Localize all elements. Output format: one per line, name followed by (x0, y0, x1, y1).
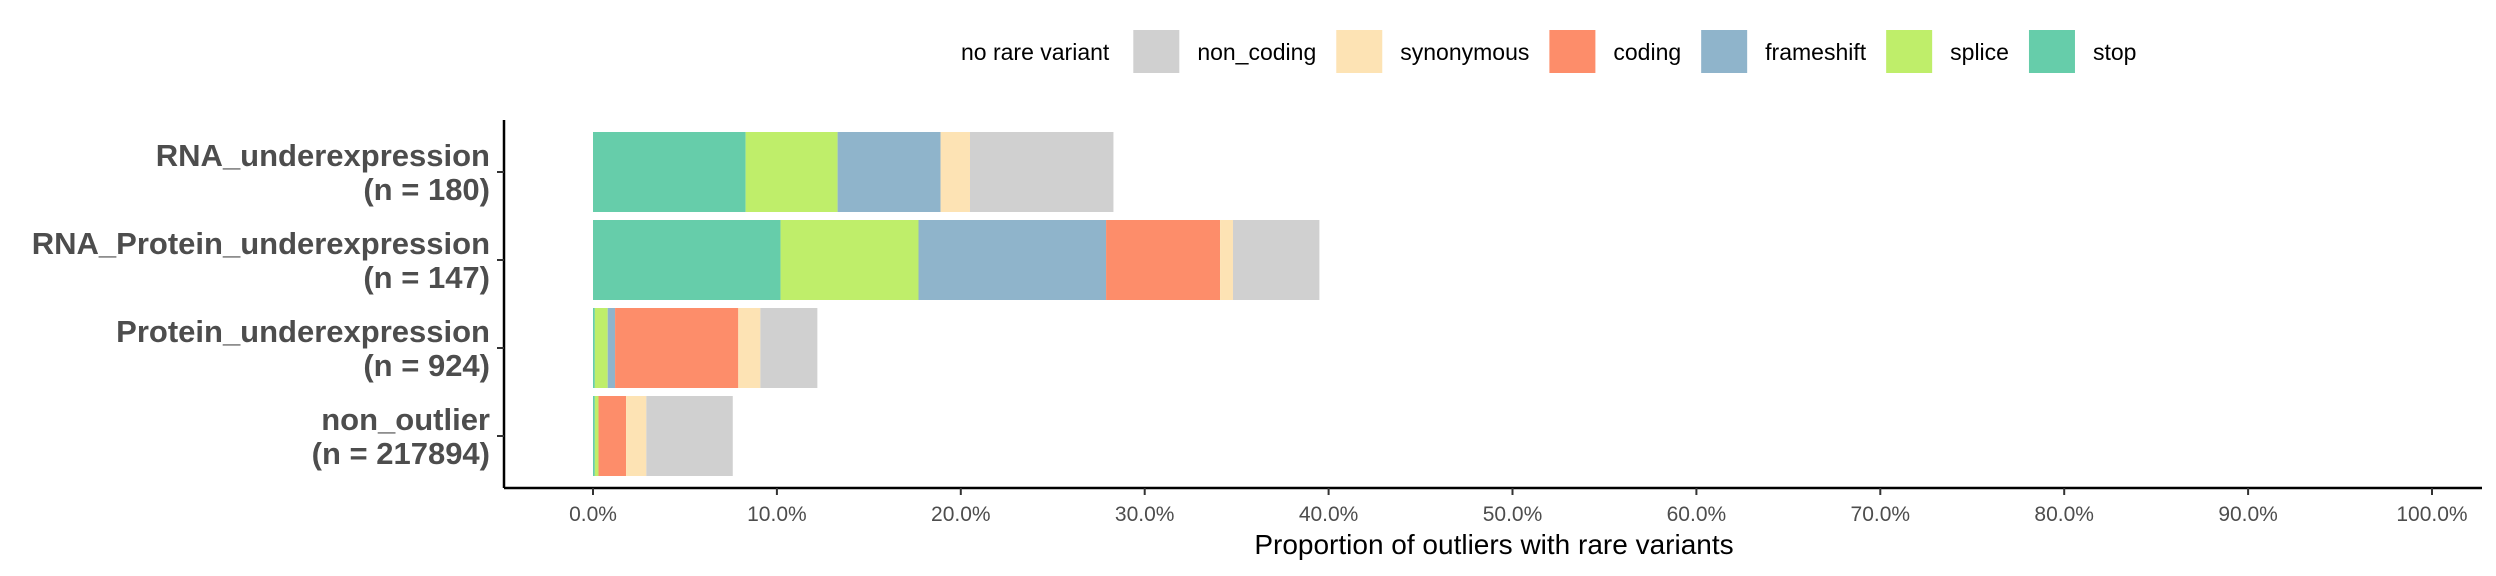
x-tick-label: 80.0% (2034, 503, 2094, 526)
bar-rna-protein-underexpression-splice (780, 220, 919, 300)
bar-non-outlier-stop (593, 396, 595, 476)
legend-key-splice (1886, 30, 1933, 73)
legend-label-stop: stop (2093, 39, 2136, 65)
legend-key-stop (2028, 30, 2075, 73)
x-tick-label: 70.0% (1851, 503, 1911, 526)
legend: no rare variant non_coding synonymous codin… (961, 30, 2136, 73)
legend-label-synonymous: synonymous (1400, 39, 1529, 65)
category-label-rna-underexpression: RNA_underexpression (156, 138, 490, 173)
bar-rna-protein-underexpression-coding (1106, 220, 1221, 300)
legend-key-coding (1549, 30, 1596, 73)
x-axis: 0.0% 10.0% 20.0% 30.0% 40.0% 50.0% 60.0% 70.0% 8… (504, 486, 2482, 526)
bar-rna-protein-underexpression-non-coding (1232, 220, 1320, 300)
category-label-non-outlier: non_outlier (321, 402, 490, 437)
x-tick-label: 0.0% (569, 503, 617, 526)
x-tick-label: 100.0% (2396, 503, 2467, 526)
x-tick-label: 30.0% (1115, 503, 1175, 526)
bar-non-outlier-non-coding (646, 396, 733, 476)
bar-rna-protein-underexpression-synonymous (1220, 220, 1233, 300)
category-label-protein-underexpression: Protein_underexpression (116, 314, 490, 349)
bar-non-outlier-coding (598, 396, 627, 476)
bar-protein-underexpression-splice (594, 308, 608, 388)
category-n-label-protein-underexpression: (n = 924) (363, 348, 490, 383)
legend-key-non-coding (1133, 30, 1180, 73)
category-n-label-rna-protein-underexpression: (n = 147) (363, 260, 490, 295)
x-tick-label: 50.0% (1483, 503, 1543, 526)
bars (593, 132, 1320, 476)
bar-non-outlier-synonymous (626, 396, 647, 476)
x-axis-title: Proportion of outliers with rare variant… (1254, 529, 1733, 560)
x-tick-label: 10.0% (747, 503, 807, 526)
bar-rna-protein-underexpression-stop (593, 220, 781, 300)
legend-label-non-coding: non_coding (1197, 39, 1316, 65)
bar-rna-underexpression-non-coding (970, 132, 1114, 212)
x-tick-label: 40.0% (1299, 503, 1359, 526)
bar-rna-underexpression-splice (745, 132, 838, 212)
legend-key-frameshift (1701, 30, 1748, 73)
x-tick-label: 60.0% (1667, 503, 1727, 526)
bar-protein-underexpression-non-coding (760, 308, 818, 388)
legend-key-synonymous (1336, 30, 1383, 73)
bar-protein-underexpression-stop (593, 308, 595, 388)
bar-protein-underexpression-frameshift (607, 308, 616, 388)
legend-label-splice: splice (1950, 39, 2009, 65)
category-n-label-rna-underexpression: (n = 180) (363, 172, 490, 207)
y-axis: RNA_underexpression(n = 180) RNA_Protein_… (32, 120, 506, 488)
x-tick-label: 90.0% (2218, 503, 2278, 526)
legend-label-no-rare-variant: no rare variant (961, 39, 1110, 65)
bar-rna-underexpression-synonymous (940, 132, 970, 212)
legend-label-frameshift: frameshift (1765, 39, 1867, 65)
bar-rna-underexpression-stop (593, 132, 746, 212)
bar-protein-underexpression-synonymous (738, 308, 761, 388)
bar-non-outlier-splice (594, 396, 599, 476)
category-n-label-non-outlier: (n = 217894) (312, 436, 490, 471)
bar-rna-protein-underexpression-frameshift (918, 220, 1107, 300)
x-tick-label: 20.0% (931, 503, 991, 526)
bar-protein-underexpression-coding (615, 308, 739, 388)
legend-label-coding: coding (1613, 39, 1681, 65)
bar-rna-underexpression-frameshift (837, 132, 941, 212)
category-label-rna-protein-underexpression: RNA_Protein_underexpression (32, 226, 490, 261)
